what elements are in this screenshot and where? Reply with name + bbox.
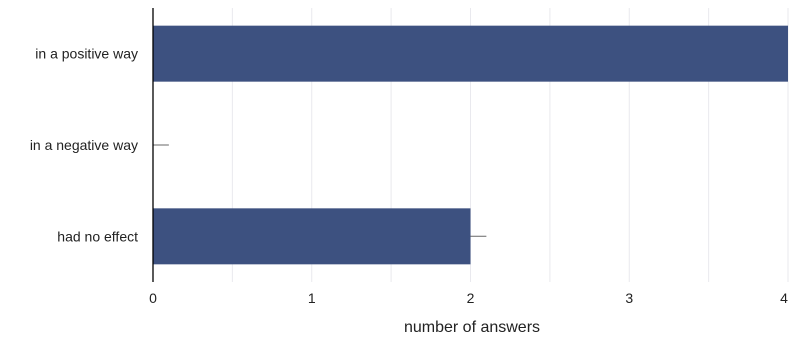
tick-labels: 0 1 2 3 4 <box>149 290 788 306</box>
error-bars <box>153 144 487 237</box>
category-label: in a positive way <box>35 46 138 62</box>
x-tick-label: 4 <box>780 290 788 306</box>
x-tick-label: 1 <box>308 290 316 306</box>
x-tick-label: 0 <box>149 290 157 306</box>
bars <box>153 25 788 265</box>
x-tick-label: 3 <box>625 290 633 306</box>
bar <box>153 25 788 82</box>
bar <box>153 208 471 265</box>
category-label: in a negative way <box>30 137 138 153</box>
x-tick-label: 2 <box>467 290 475 306</box>
x-axis-label: number of answers <box>404 319 540 336</box>
category-labels: in a positive way in a negative way had no… <box>30 46 138 245</box>
category-label: had no effect <box>57 228 138 244</box>
